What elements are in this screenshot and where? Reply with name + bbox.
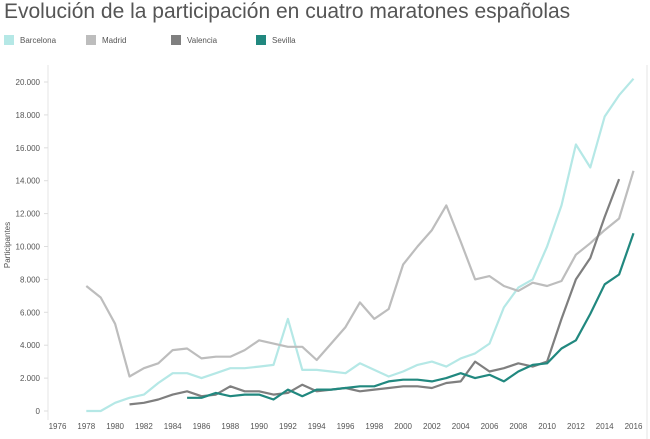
legend-swatch-barcelona xyxy=(4,35,14,45)
x-tick-label: 2000 xyxy=(394,422,412,431)
x-tick-label: 2012 xyxy=(567,422,585,431)
y-tick-label: 6.000 xyxy=(20,308,41,317)
legend-label: Barcelona xyxy=(20,35,57,45)
x-tick-label: 1982 xyxy=(135,422,153,431)
legend-label: Sevilla xyxy=(272,35,296,45)
legend-swatch-sevilla xyxy=(256,35,266,45)
y-tick-label: 18.000 xyxy=(16,111,41,120)
x-tick-label: 2008 xyxy=(509,422,527,431)
x-tick-label: 1986 xyxy=(193,422,211,431)
x-tick-label: 2002 xyxy=(423,422,441,431)
legend-label: Valencia xyxy=(187,35,218,45)
y-tick-label: 20.000 xyxy=(16,78,41,87)
legend-item-sevilla[interactable]: Sevilla xyxy=(256,35,296,45)
legend-item-madrid[interactable]: Madrid xyxy=(86,35,126,45)
legend-swatch-madrid xyxy=(86,35,96,45)
y-tick-label: 8.000 xyxy=(20,275,41,284)
x-tick-label: 1992 xyxy=(279,422,297,431)
x-tick-label: 2010 xyxy=(538,422,556,431)
legend-label: Madrid xyxy=(102,35,127,45)
x-tick-label: 2016 xyxy=(625,422,643,431)
legend-item-valencia[interactable]: Valencia xyxy=(171,35,217,45)
x-tick-label: 2014 xyxy=(596,422,614,431)
legend-item-barcelona[interactable]: Barcelona xyxy=(4,35,56,45)
y-tick-label: 4.000 xyxy=(20,341,41,350)
y-tick-label: 2.000 xyxy=(20,374,41,383)
x-tick-label: 1988 xyxy=(221,422,239,431)
y-tick-label: 16.000 xyxy=(16,144,41,153)
y-tick-label: 0 xyxy=(36,407,41,416)
x-tick-label: 1990 xyxy=(250,422,268,431)
x-tick-label: 1978 xyxy=(77,422,95,431)
x-tick-label: 1994 xyxy=(308,422,326,431)
y-tick-label: 12.000 xyxy=(16,210,41,219)
y-axis-label: Participantes xyxy=(3,222,12,268)
x-tick-label: 1980 xyxy=(106,422,124,431)
legend-swatch-valencia xyxy=(171,35,181,45)
x-tick-label: 1976 xyxy=(49,422,67,431)
chart-title: Evolución de la participación en cuatro … xyxy=(4,0,571,23)
series-line-madrid[interactable] xyxy=(85,170,635,378)
x-tick-label: 1998 xyxy=(365,422,383,431)
series-line-sevilla[interactable] xyxy=(187,232,635,401)
y-tick-label: 10.000 xyxy=(16,243,41,252)
x-tick-label: 1984 xyxy=(164,422,182,431)
x-tick-label: 2006 xyxy=(481,422,499,431)
series-line-barcelona[interactable] xyxy=(86,77,635,413)
x-tick-label: 1996 xyxy=(337,422,355,431)
y-tick-label: 14.000 xyxy=(16,177,41,186)
x-tick-label: 2004 xyxy=(452,422,470,431)
